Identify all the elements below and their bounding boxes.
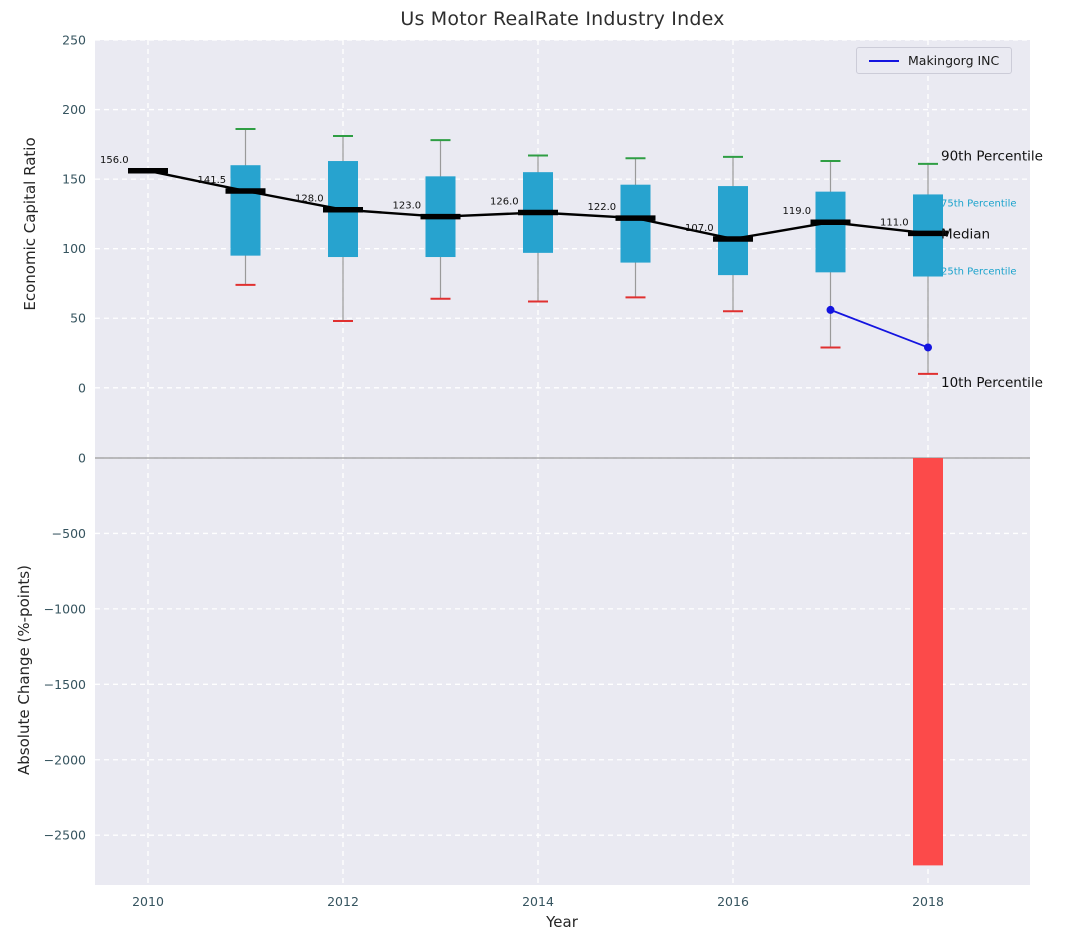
percentile-annotation: 10th Percentile [941,375,1043,391]
bottom-y-tick-label: 0 [78,451,86,466]
x-tick-label: 2016 [717,894,749,909]
median-value-label: 111.0 [880,217,909,228]
iqr-box [620,184,651,263]
company-point [826,305,835,314]
top-y-tick-label: 50 [70,311,86,326]
percentile-annotation: 25th Percentile [941,267,1017,278]
median-value-label: 123.0 [393,201,422,212]
bottom-y-tick-label: −2000 [44,752,86,767]
top-y-tick-label: 200 [62,102,86,117]
change-bar [913,458,943,866]
median-value-label: 141.5 [198,175,227,186]
company-point [924,343,932,352]
legend-label: Makingorg INC [908,53,1000,68]
median-value-label: 122.0 [588,202,617,213]
x-tick-label: 2018 [912,894,944,909]
median-value-label: 156.0 [100,155,129,166]
bottom-y-tick-label: −1500 [44,677,86,692]
chart-title: Us Motor RealRate Industry Index [400,8,725,30]
iqr-box [230,165,261,256]
top-y-tick-label: 150 [62,172,86,187]
x-axis-label: Year [546,913,578,931]
bottom-panel-background [95,455,1030,885]
x-tick-label: 2010 [132,894,164,909]
x-tick-label: 2014 [522,894,554,909]
percentile-annotation: Median [941,226,990,242]
x-tick-label: 2012 [327,894,359,909]
bottom-y-tick-label: −1000 [44,601,86,616]
top-y-axis-label: Economic Capital Ratio [21,137,39,311]
bottom-y-tick-label: −2500 [44,828,86,843]
percentile-annotation: 75th Percentile [941,198,1017,209]
median-value-label: 119.0 [783,206,812,217]
legend-line-swatch [869,59,899,62]
median-value-label: 107.0 [685,223,714,234]
median-value-label: 128.0 [295,194,324,205]
bottom-y-tick-label: −500 [52,526,86,541]
legend: Makingorg INC [856,47,1013,74]
iqr-box [815,191,846,273]
percentile-annotation: 90th Percentile [941,148,1043,164]
top-y-tick-label: 0 [78,380,86,395]
top-y-tick-label: 100 [62,241,86,256]
bottom-y-axis-label: Absolute Change (%-points) [15,565,33,775]
company-line [830,309,929,349]
median-value-label: 126.0 [490,197,519,208]
top-y-tick-label: 250 [62,33,86,48]
iqr-box [718,186,748,276]
